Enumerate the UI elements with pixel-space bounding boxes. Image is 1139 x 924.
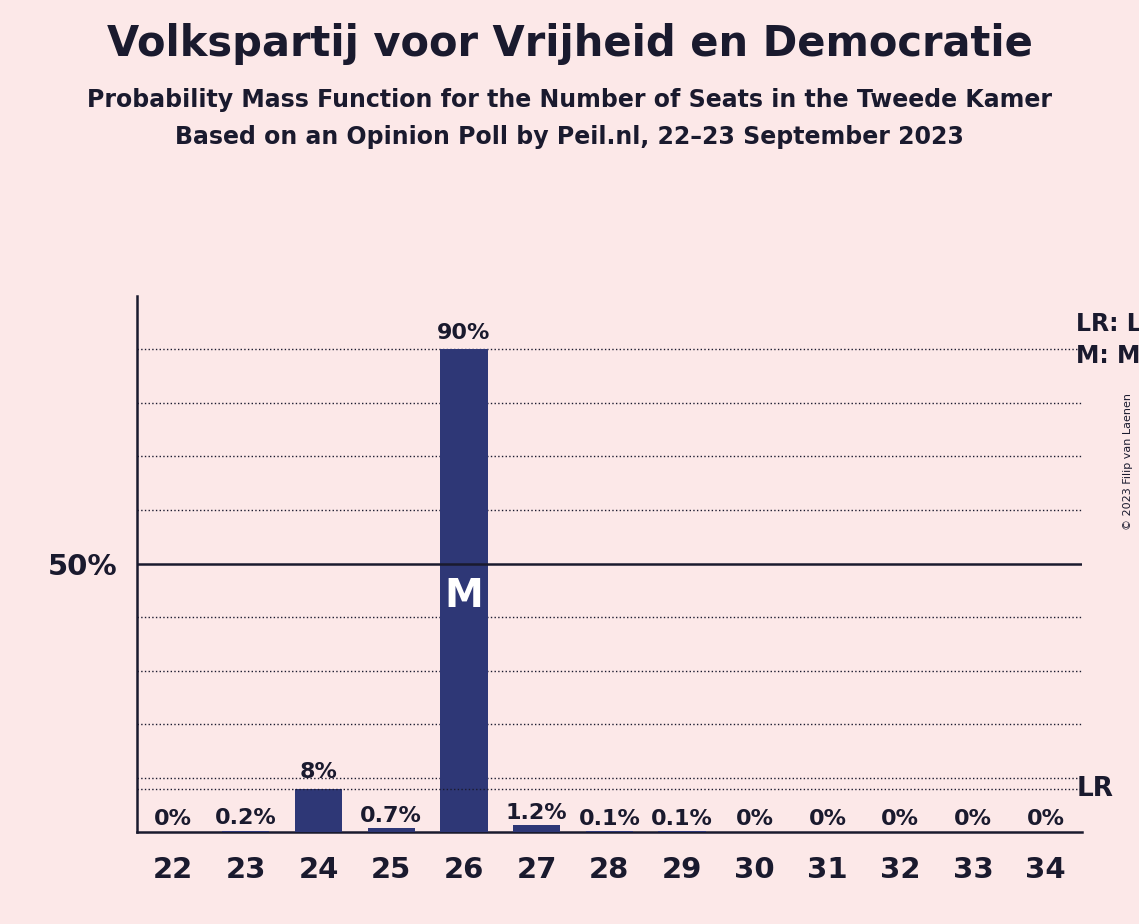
- Text: 1.2%: 1.2%: [506, 803, 567, 823]
- Text: 0%: 0%: [154, 809, 192, 830]
- Text: 0%: 0%: [1026, 809, 1065, 830]
- Text: M: Median: M: Median: [1076, 344, 1139, 368]
- Bar: [222, 831, 270, 832]
- Text: LR: Last Result: LR: Last Result: [1076, 311, 1139, 335]
- Text: 0%: 0%: [809, 809, 846, 830]
- Text: 0%: 0%: [882, 809, 919, 830]
- Text: 0.7%: 0.7%: [360, 806, 423, 826]
- Text: LR: LR: [1076, 776, 1113, 802]
- Text: 0%: 0%: [954, 809, 992, 830]
- Bar: [441, 349, 487, 832]
- Text: © 2023 Filip van Laenen: © 2023 Filip van Laenen: [1123, 394, 1133, 530]
- Bar: [368, 828, 415, 832]
- Text: Probability Mass Function for the Number of Seats in the Tweede Kamer: Probability Mass Function for the Number…: [87, 88, 1052, 112]
- Text: 8%: 8%: [300, 762, 337, 783]
- Text: 0%: 0%: [736, 809, 773, 830]
- Bar: [513, 825, 560, 832]
- Text: 0.2%: 0.2%: [215, 808, 277, 829]
- Text: Volkspartij voor Vrijheid en Democratie: Volkspartij voor Vrijheid en Democratie: [107, 23, 1032, 65]
- Bar: [295, 789, 342, 832]
- Text: Based on an Opinion Poll by Peil.nl, 22–23 September 2023: Based on an Opinion Poll by Peil.nl, 22–…: [175, 125, 964, 149]
- Text: M: M: [444, 577, 483, 614]
- Text: 90%: 90%: [437, 322, 491, 343]
- Text: 0.1%: 0.1%: [652, 808, 713, 829]
- Text: 0.1%: 0.1%: [579, 808, 640, 829]
